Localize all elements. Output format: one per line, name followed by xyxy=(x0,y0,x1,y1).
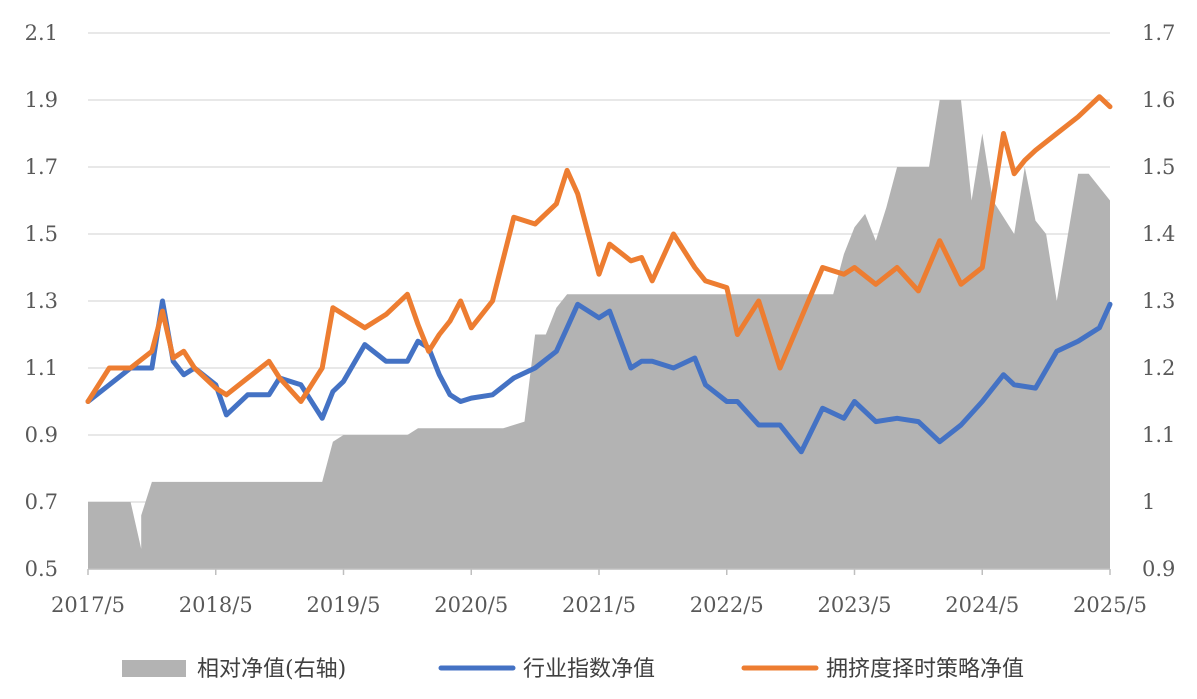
y-left-tick-label: 1.1 xyxy=(25,356,58,380)
legend-industry-index-nav-label: 行业指数净值 xyxy=(523,657,655,682)
legend-crowding-strategy-nav-label: 拥挤度择时策略净值 xyxy=(826,657,1024,682)
y-left-tick-label: 1.7 xyxy=(25,155,58,179)
legend: 相对净值(右轴) 行业指数净值 拥挤度择时策略净值 xyxy=(122,657,1024,682)
y-left-tick-label: 1.9 xyxy=(25,88,58,112)
x-tick-label: 2017/5 xyxy=(51,593,125,617)
y-right-tick-label: 1.6 xyxy=(1142,88,1175,112)
x-tick-label: 2024/5 xyxy=(945,593,1019,617)
x-tick-label: 2018/5 xyxy=(179,593,253,617)
y-left-tick-label: 0.9 xyxy=(25,423,58,447)
y-right-tick-label: 1.2 xyxy=(1142,356,1175,380)
relative-nav-area-layer xyxy=(88,100,1110,569)
y-left-tick-label: 0.7 xyxy=(25,490,58,514)
y-right-tick-label: 1.5 xyxy=(1142,155,1175,179)
industry-index-nav-line xyxy=(85,298,1113,455)
y-left-tick-label: 1.3 xyxy=(25,289,58,313)
y-right-tick-label: 1 xyxy=(1142,490,1155,514)
legend-relative-nav-swatch xyxy=(122,660,186,677)
y-right-tick-label: 0.9 xyxy=(1142,557,1175,581)
crowding-strategy-nav-line xyxy=(85,94,1113,404)
axes: 0.5 0.7 0.9 1.1 1.3 1.5 1.7 1.9 2.1 0.9 1 1.1 1.2 1.3… xyxy=(25,21,1176,617)
y-right-tick-label: 1.3 xyxy=(1142,289,1175,313)
x-tick-label: 2019/5 xyxy=(307,593,381,617)
y-right-tick-label: 1.1 xyxy=(1142,423,1175,447)
y-left-tick-label: 1.5 xyxy=(25,222,58,246)
y-right-tick-label: 1.7 xyxy=(1142,21,1175,45)
nav-lines-layer xyxy=(85,94,1113,455)
legend-relative-nav-label: 相对净值(右轴) xyxy=(197,657,346,682)
x-tick-label: 2023/5 xyxy=(818,593,892,617)
relative-nav-area xyxy=(88,100,1110,569)
y-right-tick-label: 1.4 xyxy=(1142,222,1175,246)
x-tick-label: 2022/5 xyxy=(690,593,764,617)
x-tick-label: 2025/5 xyxy=(1073,593,1147,617)
y-left-tick-label: 2.1 xyxy=(25,21,58,45)
x-tick-label: 2021/5 xyxy=(562,593,636,617)
x-tick-label: 2020/5 xyxy=(434,593,508,617)
y-left-tick-label: 0.5 xyxy=(25,557,58,581)
